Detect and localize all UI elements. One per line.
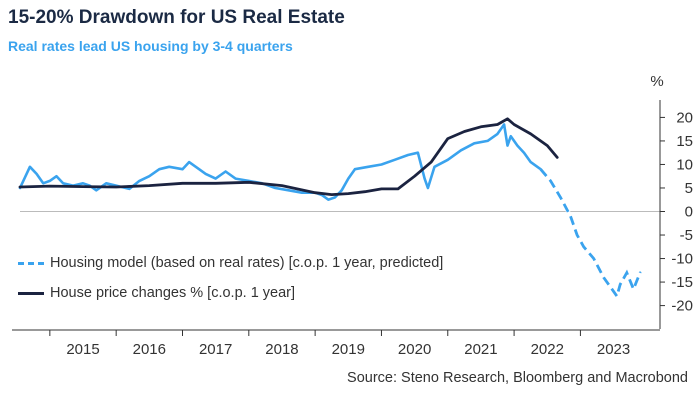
y-tick-label: -10	[671, 251, 693, 268]
y-tick-label: 10	[676, 156, 693, 173]
x-tick-label: 2021	[464, 341, 497, 358]
y-tick-label: 5	[685, 180, 693, 197]
x-tick-label: 2019	[332, 341, 365, 358]
legend-item-house-price: House price changes % [c.o.p. 1 year]	[18, 285, 295, 301]
chart-subtitle: Real rates lead US housing by 3-4 quarte…	[8, 38, 293, 54]
legend-label-house-price: House price changes % [c.o.p. 1 year]	[50, 285, 296, 301]
legend-swatch-solid	[18, 291, 44, 295]
y-axis-unit: %	[650, 73, 663, 90]
x-tick-label: 2023	[597, 341, 630, 358]
series-line-house-price	[18, 117, 559, 196]
y-tick-label: 20	[676, 109, 693, 126]
x-tick-label: 2020	[398, 341, 431, 358]
legend-swatch-dashed	[18, 261, 44, 265]
y-tick-label: -5	[680, 227, 693, 244]
x-tick-label: 2022	[531, 341, 564, 358]
legend-item-housing-model: Housing model (based on real rates) [c.o…	[18, 255, 443, 271]
x-tick-label: 2017	[199, 341, 232, 358]
y-tick-label: 0	[685, 204, 693, 221]
chart-title: 15-20% Drawdown for US Real Estate	[8, 7, 345, 28]
y-tick-label: -20	[671, 298, 693, 315]
y-tick-label: 15	[676, 133, 693, 150]
source-note: Source: Steno Research, Bloomberg and Ma…	[347, 370, 688, 386]
series-line-housing-model-predicted	[539, 168, 642, 300]
y-tick-label: -15	[671, 274, 693, 291]
x-tick-label: 2016	[133, 341, 166, 358]
x-tick-label: 2018	[265, 341, 298, 358]
legend-label-housing-model: Housing model (based on real rates) [c.o…	[50, 255, 444, 271]
x-tick-label: 2015	[66, 341, 99, 358]
